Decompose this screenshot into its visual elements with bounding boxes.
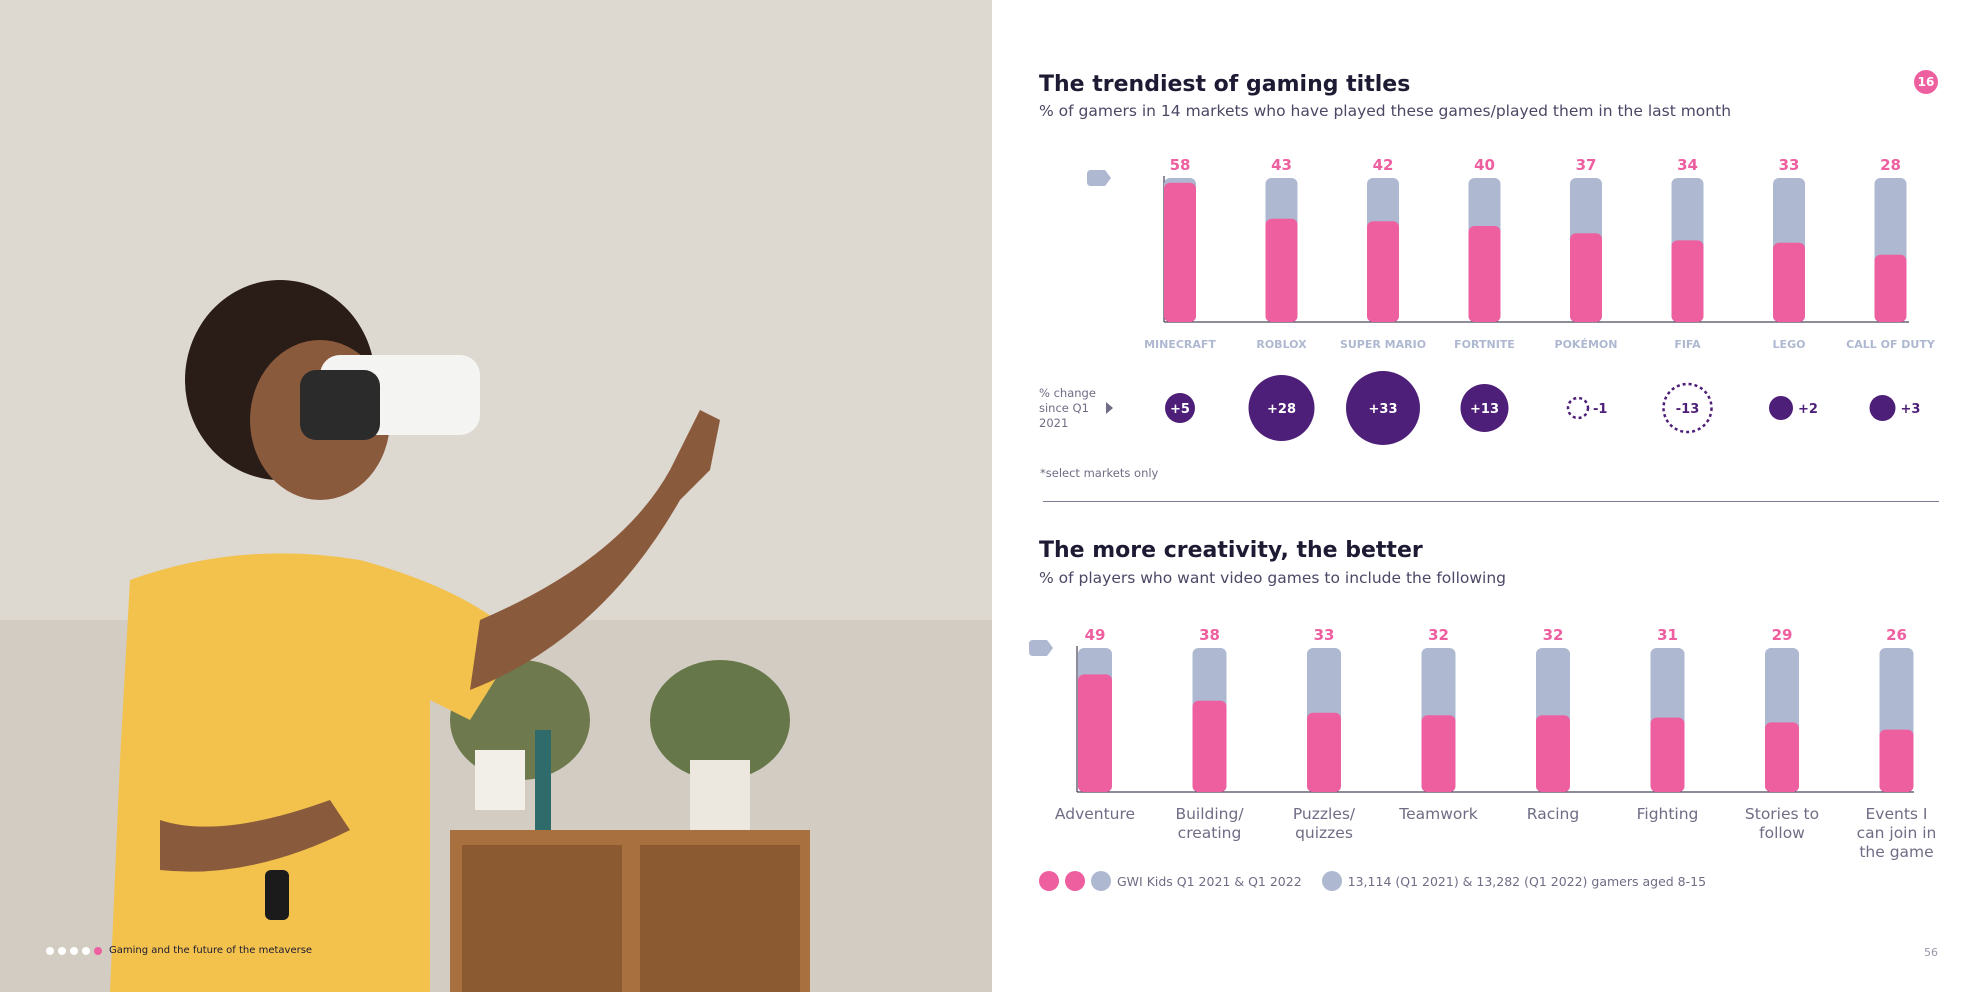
bar xyxy=(1192,700,1227,792)
footer: Gaming and the future of the metaverse xyxy=(46,945,312,956)
bar xyxy=(1879,729,1914,792)
bar xyxy=(1307,712,1341,792)
data-label: 32 xyxy=(1543,626,1564,644)
data-label: 58 xyxy=(1170,156,1191,174)
bar xyxy=(1536,715,1570,792)
base-tag-icon xyxy=(1087,170,1111,186)
category-label: Teamwork xyxy=(1398,805,1478,823)
bar xyxy=(1078,674,1112,792)
footer-dot xyxy=(82,946,90,955)
change-value: +5 xyxy=(1170,402,1190,417)
footer-title: Gaming and the future of the metaverse xyxy=(109,945,313,956)
bar xyxy=(1765,722,1799,792)
bar xyxy=(1773,242,1805,322)
bar xyxy=(1421,715,1456,792)
data-label: 33 xyxy=(1779,156,1800,174)
chart1-subtitle: % of gamers in 14 markets who have playe… xyxy=(1039,102,1732,120)
bar xyxy=(1874,254,1907,322)
section-badge: 16 xyxy=(1914,70,1938,94)
page-number: 56 xyxy=(1924,946,1938,959)
data-label: 38 xyxy=(1199,626,1220,644)
category-label: Adventure xyxy=(1055,805,1135,823)
category-label: POKÉMON xyxy=(1555,338,1618,351)
change-bubble xyxy=(1248,375,1315,441)
change-arrow-icon xyxy=(1106,402,1113,414)
vr-player-photo xyxy=(0,0,992,992)
legend-change-dot xyxy=(1091,871,1111,891)
data-label: 34 xyxy=(1677,156,1698,174)
data-label: 42 xyxy=(1373,156,1394,174)
data-label: 49 xyxy=(1085,626,1106,644)
trendiest-games-chart: 58 MINECRAFT 43 ROBLOX 42 SUPER MARIO 40 FORTNI… xyxy=(1039,156,1936,445)
category-label: CALL OF DUTY xyxy=(1846,338,1936,351)
data-label: 29 xyxy=(1772,626,1793,644)
change-bubble xyxy=(1566,396,1590,420)
change-value: +33 xyxy=(1369,402,1398,417)
base-tag-icon xyxy=(1029,640,1053,656)
data-label: 28 xyxy=(1880,156,1901,174)
change-value: +28 xyxy=(1267,402,1296,417)
change-value: -13 xyxy=(1676,402,1700,417)
change-value: -1 xyxy=(1593,402,1607,417)
footer-dot xyxy=(46,946,54,955)
bar xyxy=(1265,218,1298,322)
change-label: % change since Q1 2021 xyxy=(1039,386,1096,430)
category-label: Building/creating xyxy=(1175,805,1244,842)
chart-legend: GWI Kids Q1 2021 & Q1 2022 13,114 (Q1 20… xyxy=(1039,870,1706,892)
category-label: FORTNITE xyxy=(1454,338,1515,351)
data-label: 33 xyxy=(1314,626,1335,644)
legend-base: 13,114 (Q1 2021) & 13,282 (Q1 2022) game… xyxy=(1347,873,1707,889)
category-label: Racing xyxy=(1527,805,1579,823)
category-label: LEGO xyxy=(1773,338,1806,351)
data-label: 31 xyxy=(1657,626,1678,644)
creativity-features-chart: 49 Adventure 38 Building/creating 33 Puzzles/… xyxy=(1029,626,1937,861)
bar xyxy=(1570,233,1602,322)
bar xyxy=(1367,221,1399,322)
chart1-title: The trendiest of gaming titles xyxy=(1039,72,1411,97)
change-value: +13 xyxy=(1470,402,1499,417)
bar xyxy=(1468,226,1501,322)
change-value: +3 xyxy=(1901,402,1921,417)
chart2-title: The more creativity, the better xyxy=(1039,538,1423,563)
category-label: Stories to follow xyxy=(1745,805,1819,842)
footer-dot xyxy=(58,946,66,955)
category-label: SUPER MARIO xyxy=(1340,338,1426,351)
change-value: +2 xyxy=(1798,402,1818,417)
legend-source: GWI Kids Q1 2021 & Q1 2022 xyxy=(1117,873,1302,889)
category-label: FIFA xyxy=(1674,338,1701,351)
footnote: *select markets only xyxy=(1040,466,1159,480)
change-bubble xyxy=(1869,395,1896,421)
change-bubble xyxy=(1460,384,1509,432)
category-label: Puzzles/quizzes xyxy=(1293,805,1356,842)
legend-q1-2022-dot xyxy=(1065,871,1085,891)
category-label: Fighting xyxy=(1637,805,1699,823)
change-bubble xyxy=(1165,393,1195,423)
footer-dot xyxy=(70,946,78,955)
chart2-subtitle: % of players who want video games to inc… xyxy=(1039,569,1507,587)
footer-dot-active xyxy=(94,946,102,955)
legend-q1-2021-dot xyxy=(1039,871,1059,891)
data-label: 43 xyxy=(1271,156,1292,174)
data-label: 37 xyxy=(1576,156,1597,174)
bar xyxy=(1650,717,1685,792)
bar xyxy=(1164,182,1196,322)
change-bubble xyxy=(1346,371,1420,445)
category-label: ROBLOX xyxy=(1256,338,1307,351)
legend-base-dot xyxy=(1321,871,1342,891)
category-label: MINECRAFT xyxy=(1144,338,1216,351)
change-bubble xyxy=(1662,382,1713,434)
change-bubble xyxy=(1769,396,1793,420)
bar xyxy=(1671,240,1704,322)
section-divider xyxy=(1043,501,1939,502)
data-label: 40 xyxy=(1474,156,1495,174)
data-label: 26 xyxy=(1886,626,1907,644)
data-label: 32 xyxy=(1428,626,1449,644)
